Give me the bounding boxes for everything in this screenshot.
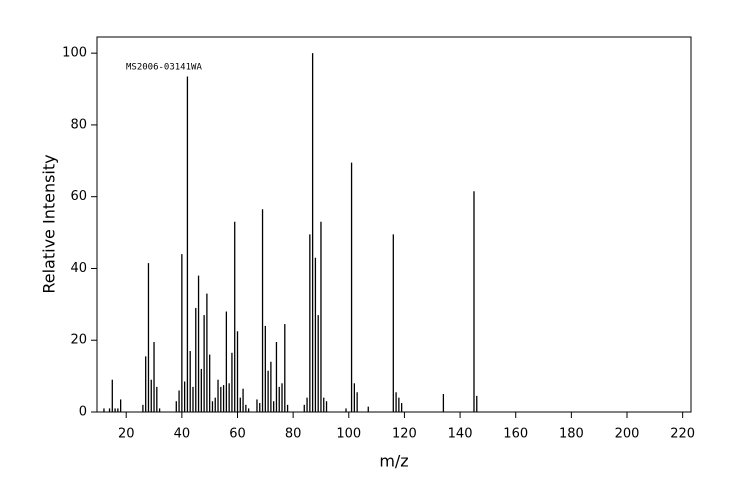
x-tick-label: 160	[503, 427, 528, 442]
x-tick-label: 120	[392, 427, 417, 442]
x-tick-label: 220	[670, 427, 695, 442]
x-tick-label: 100	[336, 427, 361, 442]
x-tick-label: 40	[174, 427, 191, 442]
y-tick-label: 20	[70, 333, 87, 348]
y-tick-label: 40	[70, 261, 87, 276]
x-tick-label: 140	[448, 427, 473, 442]
y-tick-label: 60	[70, 189, 87, 204]
plot-frame	[96, 36, 692, 413]
x-tick-label: 20	[118, 427, 135, 442]
x-tick-label: 180	[559, 427, 584, 442]
x-tick-label: 80	[285, 427, 302, 442]
y-tick-label: 0	[79, 405, 87, 420]
annotation: MS2006-03141WA	[126, 63, 202, 73]
y-tick-label: 80	[70, 117, 87, 132]
x-tick-label: 200	[615, 427, 640, 442]
y-axis-label: Relative Intensity	[40, 154, 59, 293]
x-axis-label: m/z	[379, 452, 408, 471]
y-tick-label: 100	[62, 46, 87, 61]
x-tick-label: 60	[229, 427, 246, 442]
